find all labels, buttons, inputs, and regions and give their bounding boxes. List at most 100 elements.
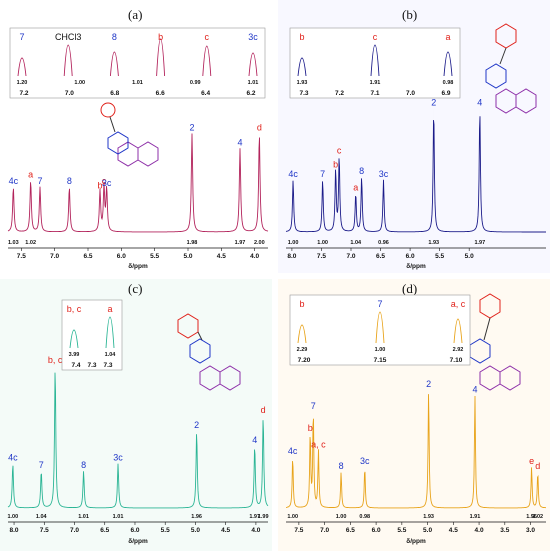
- inset-peak: [370, 44, 380, 77]
- x-tick-label: 8.0: [10, 527, 19, 534]
- inset-peak: [297, 324, 307, 344]
- integral-value: 0.98: [359, 514, 370, 520]
- x-tick-label: 6.0: [406, 253, 415, 260]
- inset-frame: [289, 27, 461, 99]
- inset-peak: [156, 38, 166, 77]
- x-tick-label: 5.0: [423, 527, 432, 534]
- inset-integral: 1.01: [132, 80, 143, 86]
- inset-tick-label: 6.8: [110, 90, 119, 97]
- spectrum-line: [285, 116, 546, 233]
- inset-tick-label: 6.6: [156, 90, 165, 97]
- inset-integral: 1.00: [74, 80, 85, 86]
- inset-tick-label: 7.0: [406, 90, 415, 97]
- integral-value: 2.00: [254, 240, 265, 246]
- peak-label: a, c: [311, 439, 326, 449]
- inset-peak-label: b: [158, 32, 163, 42]
- molecule-a: [100, 102, 159, 167]
- peak-label: b: [333, 159, 338, 169]
- x-tick-label: 5.5: [435, 253, 444, 260]
- inset-tick-label: 6.9: [441, 90, 450, 97]
- x-tick-label: 6.5: [376, 253, 385, 260]
- peak-label: b, c: [48, 355, 63, 365]
- inset-peak-label: a: [107, 304, 112, 314]
- integral-value: 1.97: [235, 240, 246, 246]
- inset-tick-label: 7.1: [370, 90, 379, 97]
- peak-label: 2: [189, 123, 194, 133]
- x-axis-label: δ/ppm: [406, 263, 426, 270]
- peak-label: 8: [67, 176, 72, 186]
- inset-tick-label: 7.20: [298, 357, 311, 364]
- integral-value: 1.97: [249, 514, 260, 520]
- x-tick-label: 5.5: [161, 527, 170, 534]
- inset-peak-label: 8: [112, 32, 117, 42]
- inset-peak: [105, 316, 115, 349]
- integral-value: 1.00: [287, 514, 298, 520]
- peak-label: 7: [320, 169, 325, 179]
- panel-label-a: (a): [128, 7, 142, 22]
- integral-value: 2.02: [532, 514, 543, 520]
- x-tick-label: 4.5: [217, 253, 226, 260]
- inset-peak-label: a, c: [451, 299, 466, 309]
- peak-label: 8: [339, 461, 344, 471]
- x-tick-label: 7.5: [40, 527, 49, 534]
- inset-tick-label: 7.2: [335, 90, 344, 97]
- inset-frame: [9, 27, 266, 99]
- inset-integral: 1.04: [105, 352, 117, 358]
- integral-value: 1.96: [526, 514, 537, 520]
- inset-peak: [69, 329, 79, 349]
- inset-tick-label: 7.0: [65, 90, 74, 97]
- peak-label: c: [337, 146, 342, 156]
- spectrum-line: [7, 372, 269, 509]
- inset-tick-label: 7.3: [299, 90, 308, 97]
- inset-peak-label: c: [205, 32, 210, 42]
- inset-peak: [443, 51, 453, 77]
- peak-label: 8: [359, 166, 364, 176]
- x-tick-label: 7.0: [346, 253, 355, 260]
- inset-tick-label: 7.3: [87, 362, 96, 369]
- inset-integral: 0.98: [443, 80, 454, 86]
- x-tick-label: 5.0: [183, 253, 192, 260]
- peak-label: 3c: [113, 453, 123, 463]
- inset-frame: [289, 294, 471, 366]
- integral-value: 1.04: [350, 240, 362, 246]
- x-tick-label: 5.0: [465, 253, 474, 260]
- spectrum-panel-d: 4c 1.00 b 7 a, c 8 1.00 3c 0.98 2 1.93 4 1.91 e 1.96 d 2…: [286, 294, 546, 545]
- peak-label: 4c: [8, 453, 18, 463]
- inset-peak: [17, 57, 27, 77]
- integral-value: 1.00: [317, 240, 328, 246]
- inset-peak: [202, 45, 212, 77]
- integral-value: 1.02: [25, 240, 36, 246]
- inset-peak-label: 7: [19, 32, 24, 42]
- inset-tick-label: 6.4: [201, 90, 210, 97]
- integral-value: 1.97: [474, 240, 485, 246]
- peak-label: 4: [477, 98, 482, 108]
- integral-value: 1.96: [191, 514, 202, 520]
- inset-peak-label: a: [445, 32, 450, 42]
- inset-peak-label: 7: [377, 299, 382, 309]
- peak-label: 3c: [360, 456, 370, 466]
- integral-value: 1.00: [336, 514, 347, 520]
- peak-label: 4c: [288, 169, 298, 179]
- panel-label-b: (b): [402, 7, 417, 22]
- x-tick-label: 3.5: [500, 527, 509, 534]
- x-tick-label: 6.0: [117, 253, 126, 260]
- x-tick-label: 4.5: [221, 527, 230, 534]
- molecule-b: [485, 23, 537, 114]
- x-tick-label: 6.0: [372, 527, 381, 534]
- inset-a: 7 CHCl3 8 b c 3c 1.20 1.00 1.01 0.99 1.01 7.2 7.0 6.8…: [9, 27, 266, 99]
- integral-value: 1.00: [288, 240, 299, 246]
- inset-integral: 1.91: [370, 80, 381, 86]
- peak-label: b: [97, 180, 102, 190]
- inset-tick-label: 7.3: [103, 362, 112, 369]
- integral-value: 1.98: [187, 240, 198, 246]
- panel-c-background: [0, 279, 272, 551]
- x-axis-label: δ/ppm: [128, 538, 148, 545]
- spectrum-line: [286, 394, 546, 509]
- peak-label: 4: [237, 138, 242, 148]
- panel-label-c: (c): [128, 281, 142, 296]
- peak-label: d: [261, 405, 266, 415]
- peak-label: 3c: [379, 169, 389, 179]
